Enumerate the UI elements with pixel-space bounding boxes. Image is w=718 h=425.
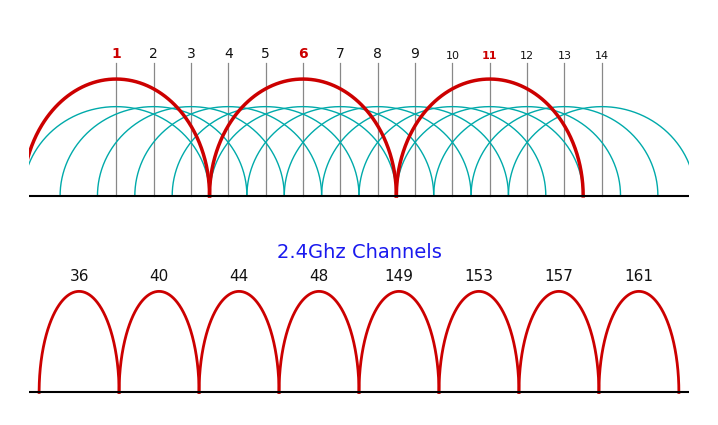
Text: 5: 5	[261, 47, 270, 61]
Text: 7: 7	[336, 47, 345, 61]
Text: 36: 36	[70, 269, 89, 284]
Text: 153: 153	[465, 269, 493, 284]
Text: 8: 8	[373, 47, 382, 61]
Text: 40: 40	[149, 269, 169, 284]
Text: 1: 1	[111, 47, 121, 61]
Text: 13: 13	[557, 51, 572, 61]
Text: 12: 12	[520, 51, 534, 61]
Text: 157: 157	[544, 269, 574, 284]
Text: 44: 44	[230, 269, 248, 284]
Text: 14: 14	[595, 51, 609, 61]
Text: 9: 9	[411, 47, 419, 61]
Text: 10: 10	[445, 51, 460, 61]
Text: 2.4Ghz Channels: 2.4Ghz Channels	[276, 243, 442, 262]
Text: 3: 3	[187, 47, 195, 61]
Text: 2: 2	[149, 47, 158, 61]
Text: 161: 161	[625, 269, 653, 284]
Text: 6: 6	[298, 47, 308, 61]
Text: 48: 48	[309, 269, 329, 284]
Text: 149: 149	[384, 269, 414, 284]
Text: 4: 4	[224, 47, 233, 61]
Text: 11: 11	[482, 51, 498, 61]
